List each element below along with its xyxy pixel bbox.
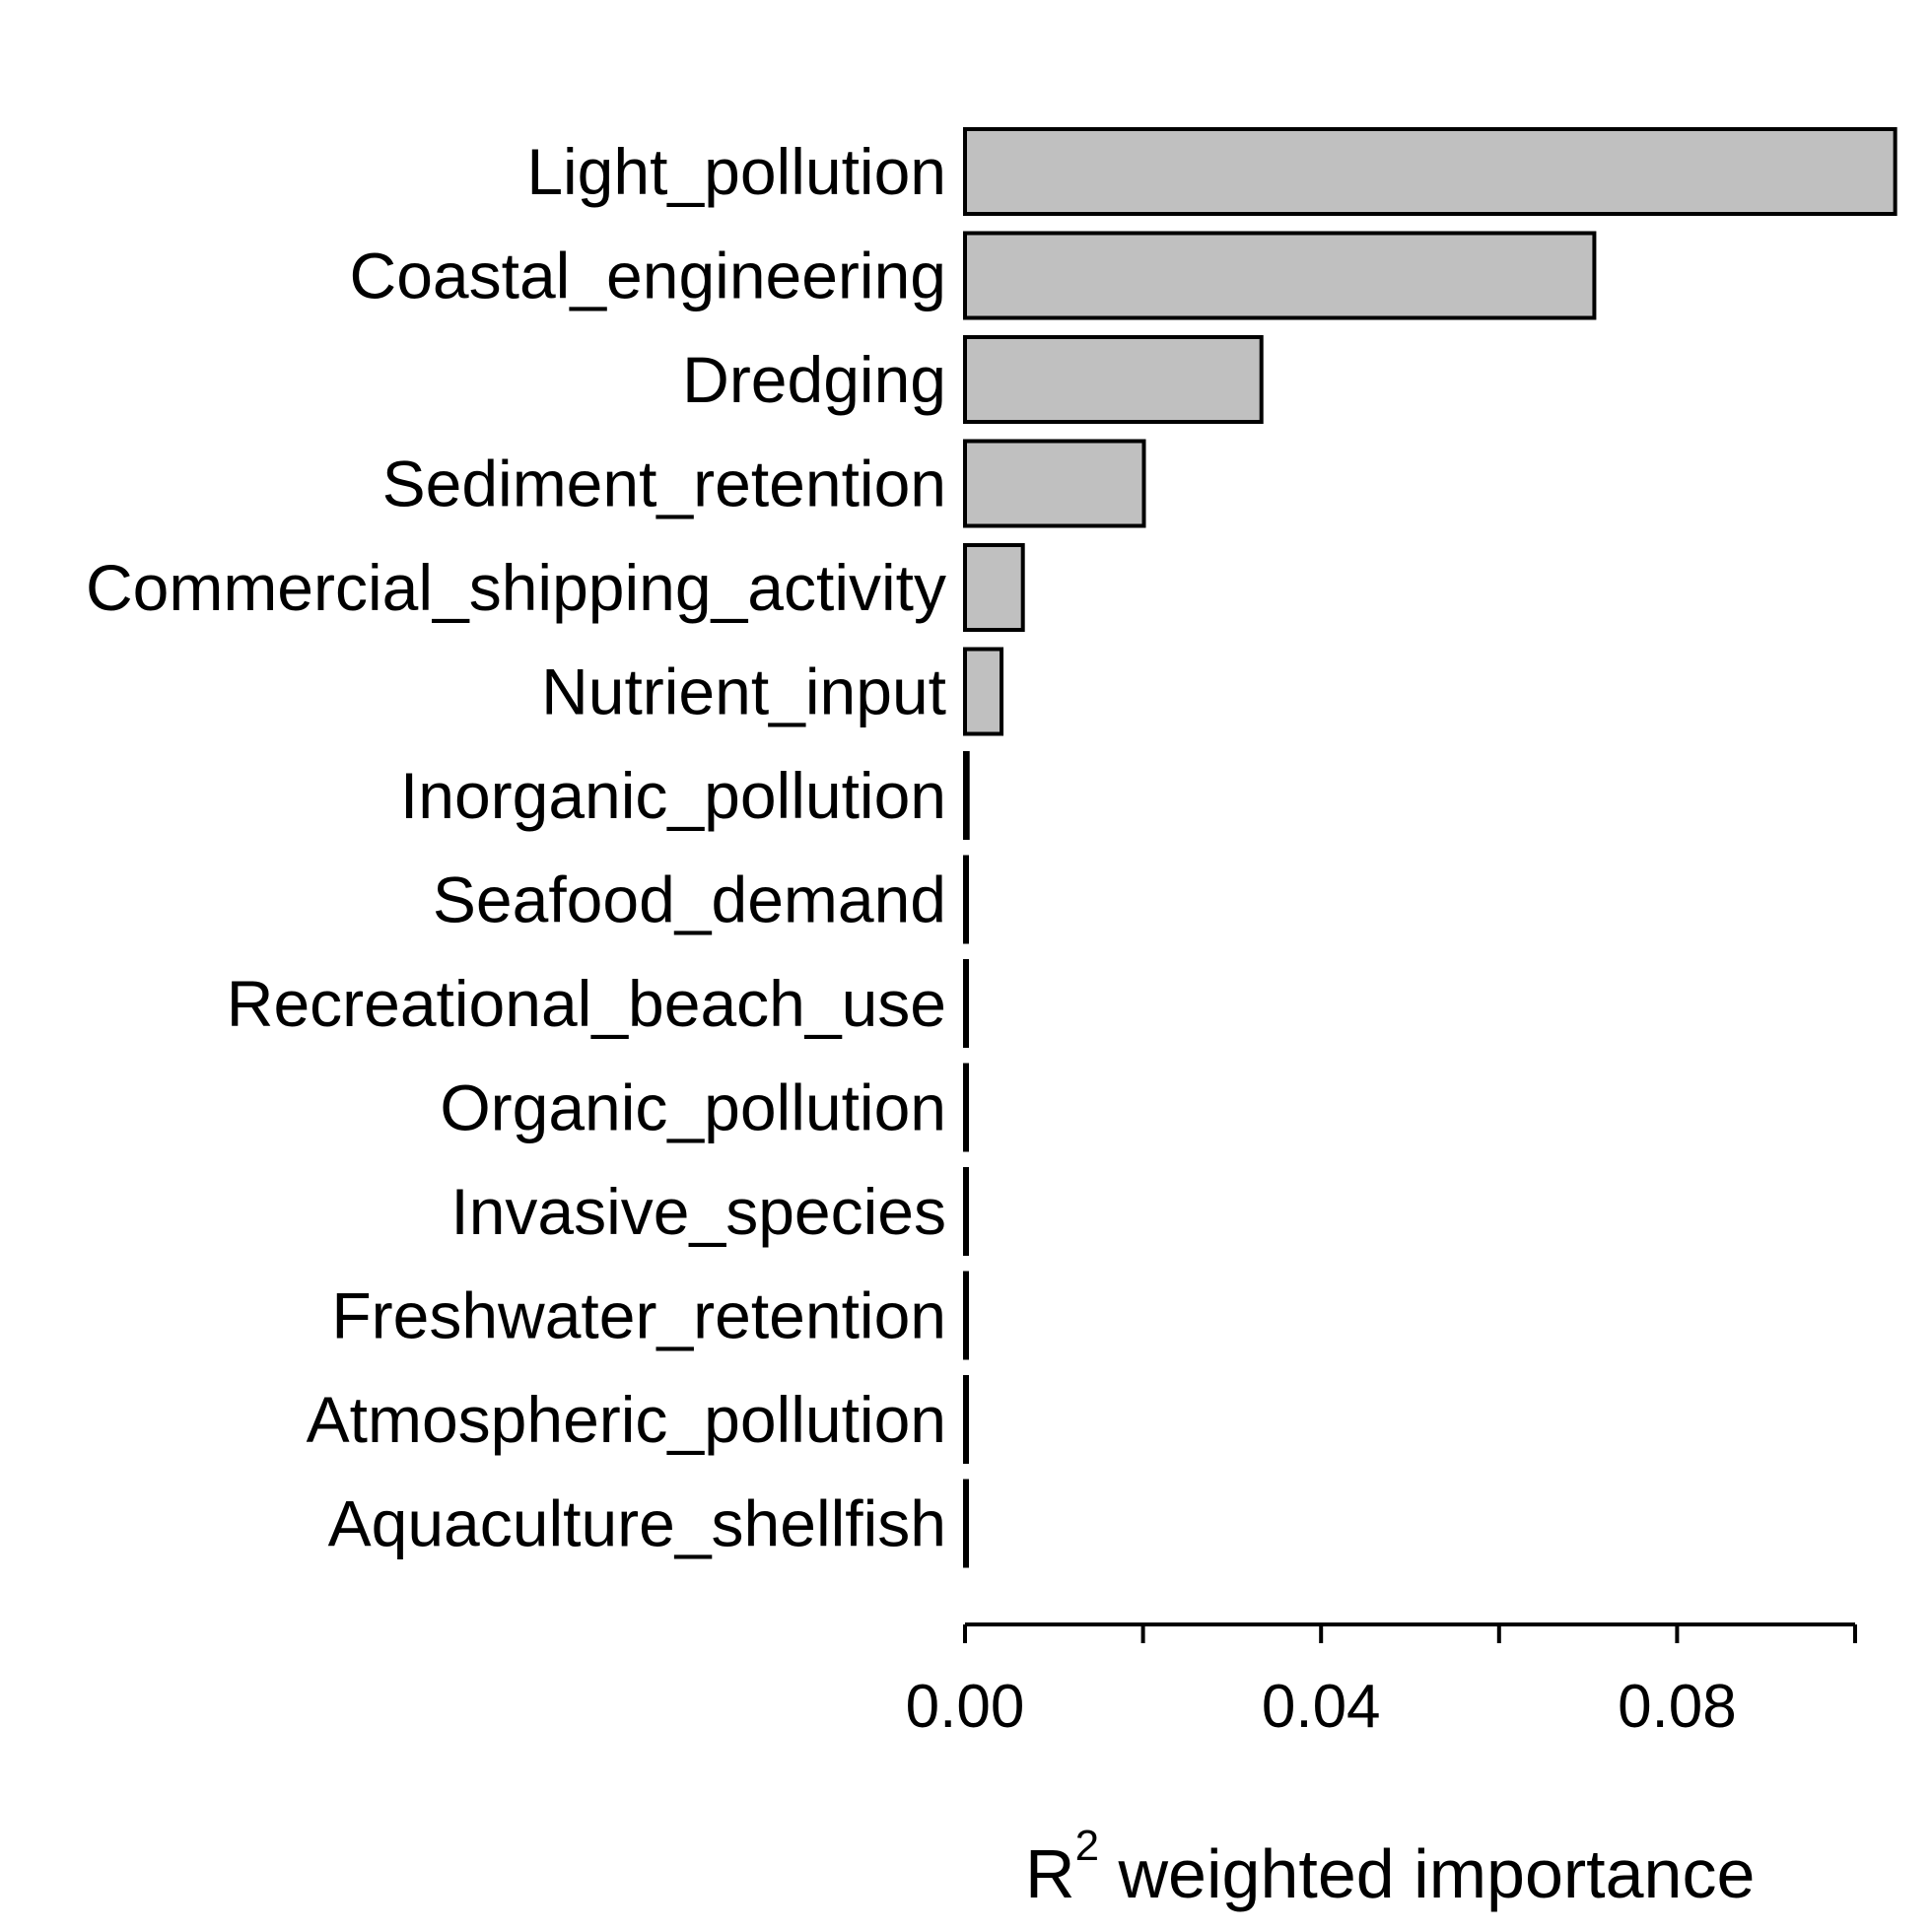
bars-group bbox=[963, 127, 1898, 1568]
x-axis-title-superscript: 2 bbox=[1075, 1822, 1099, 1870]
x-tick-label: 0.08 bbox=[1618, 1673, 1737, 1741]
bar-organic-pollution bbox=[963, 1063, 969, 1152]
bar-invasive-species bbox=[963, 1167, 969, 1256]
bar-recreational-beach-use bbox=[963, 959, 969, 1048]
bar-dredging bbox=[963, 335, 1264, 424]
x-tick-label: 0.00 bbox=[906, 1673, 1025, 1741]
x-tick-label: 0.04 bbox=[1262, 1673, 1381, 1741]
bar-atmospheric-pollution bbox=[963, 1375, 969, 1464]
category-labels-group: Light_pollution Coastal_engineering Dredgi… bbox=[86, 135, 946, 1560]
bar-freshwater-retention bbox=[963, 1271, 969, 1360]
category-label-recreational-beach-use: Recreational_beach_use bbox=[227, 967, 946, 1040]
category-label-atmospheric-pollution: Atmospheric_pollution bbox=[307, 1383, 946, 1456]
category-label-invasive-species: Invasive_species bbox=[450, 1175, 946, 1248]
bar-sediment-retention bbox=[963, 439, 1146, 528]
category-label-nutrient-input: Nutrient_input bbox=[541, 656, 946, 728]
x-axis-title-main: R bbox=[1025, 1835, 1075, 1912]
x-axis-title-rest: weighted importance bbox=[1099, 1835, 1755, 1912]
bar-seafood-demand bbox=[963, 855, 969, 944]
bar-aquaculture-shellfish bbox=[963, 1479, 969, 1568]
bar-nutrient-input bbox=[963, 647, 1004, 736]
bar-inorganic-pollution bbox=[963, 751, 970, 840]
x-axis-title: R2 weighted importance bbox=[1025, 1822, 1755, 1912]
category-label-dredging: Dredging bbox=[682, 343, 946, 416]
category-label-coastal-engineering: Coastal_engineering bbox=[350, 240, 946, 312]
category-label-freshwater-retention: Freshwater_retention bbox=[331, 1279, 946, 1352]
category-label-aquaculture-shellfish: Aquaculture_shellfish bbox=[328, 1487, 946, 1560]
bar-coastal-engineering bbox=[963, 231, 1597, 320]
category-label-sediment-retention: Sediment_retention bbox=[382, 448, 946, 520]
bar-light-pollution bbox=[963, 127, 1898, 216]
x-axis: 0.00 0.04 0.08 bbox=[906, 1622, 1857, 1741]
category-label-inorganic-pollution: Inorganic_pollution bbox=[400, 759, 946, 832]
category-label-commercial-shipping-activity: Commercial_shipping_activity bbox=[86, 551, 946, 624]
category-label-light-pollution: Light_pollution bbox=[526, 135, 946, 208]
category-label-seafood-demand: Seafood_demand bbox=[433, 863, 946, 936]
bar-commercial-shipping-activity bbox=[963, 543, 1025, 632]
category-label-organic-pollution: Organic_pollution bbox=[440, 1071, 946, 1144]
